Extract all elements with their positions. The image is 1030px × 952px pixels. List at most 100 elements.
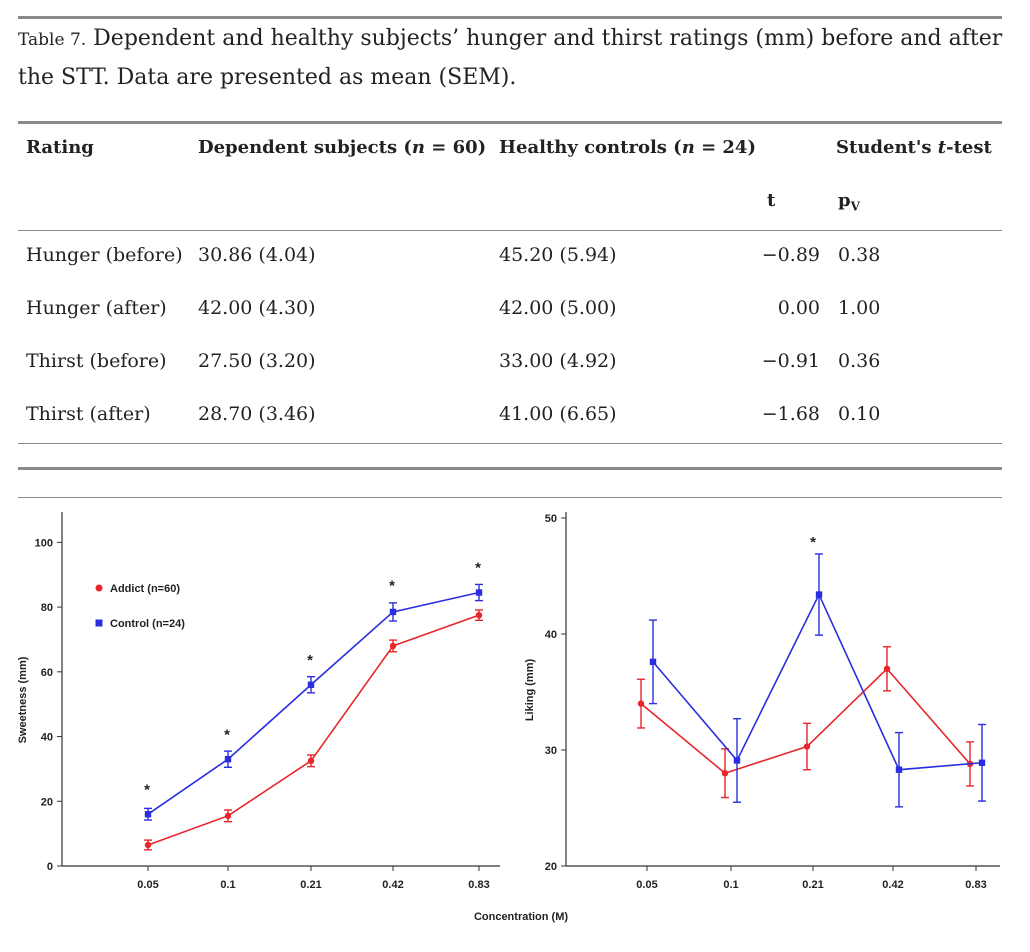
series-line	[147, 614, 480, 846]
table-caption-text: Dependent and healthy subjects’ hunger a…	[18, 26, 1003, 90]
cell-p: 0.10	[838, 403, 881, 425]
header-pv: pV	[838, 190, 860, 214]
data-point	[895, 766, 903, 773]
x-tick-label: 0.42	[882, 879, 903, 891]
y-axis-label: Liking (mm)	[524, 659, 536, 722]
cell-p: 1.00	[838, 297, 881, 319]
cell-p: 0.36	[838, 350, 881, 372]
cell-healthy: 41.00 (6.65)	[499, 403, 617, 425]
cell-dependent: 28.70 (3.46)	[198, 403, 316, 425]
series-control	[649, 553, 986, 808]
data-point	[649, 658, 657, 666]
data-point	[721, 770, 729, 777]
significance-star: *	[224, 726, 230, 743]
header-healthy-label: Healthy controls (	[499, 137, 682, 158]
x-tick-label: 0.05	[137, 879, 158, 891]
cell-t: 0.00	[777, 297, 820, 319]
data-point	[637, 700, 645, 707]
table-caption: Table 7. Dependent and healthy subjects’…	[18, 20, 1008, 97]
legend-marker-addict	[95, 584, 103, 592]
data-point	[883, 665, 891, 672]
header-pv-sub: V	[850, 199, 860, 214]
legend-label: Control (n=24)	[110, 618, 185, 630]
data-point	[475, 589, 483, 596]
header-healthy-tail: = 24)	[694, 137, 756, 158]
x-tick-label: 0.1	[220, 879, 235, 891]
data-point	[978, 759, 986, 766]
header-healthy-n: n	[681, 137, 695, 158]
data-point	[815, 591, 823, 598]
data-point	[389, 608, 397, 616]
series-control	[144, 583, 483, 821]
y-tick-label: 80	[41, 602, 53, 614]
y-tick-label: 60	[41, 667, 53, 679]
series-line	[652, 592, 983, 771]
cell-t: −1.68	[761, 403, 820, 425]
table-end-rule	[18, 467, 1002, 470]
y-tick-label: 40	[41, 732, 53, 744]
data-point	[307, 757, 315, 765]
header-pv-p: p	[838, 190, 851, 211]
data-point	[803, 743, 811, 750]
series-line	[640, 667, 971, 775]
figure-top-rule	[18, 497, 1002, 498]
cell-rating: Thirst (after)	[26, 403, 151, 425]
legend-label: Addict (n=60)	[110, 583, 180, 595]
data-point	[475, 611, 483, 619]
significance-star: *	[307, 652, 313, 669]
data-point	[389, 642, 397, 650]
significance-star: *	[810, 534, 816, 551]
table-top-rule	[18, 121, 1002, 124]
y-axis-label: Sweetness (mm)	[17, 656, 29, 743]
table-bottom-rule	[18, 443, 1002, 444]
series-addict	[637, 646, 974, 799]
series-line	[147, 591, 480, 815]
y-tick-label: 50	[545, 513, 557, 525]
x-tick-label: 0.21	[300, 879, 321, 891]
data-point	[224, 756, 232, 763]
x-axis-label: Concentration (M)	[474, 911, 568, 923]
legend-marker-control	[95, 619, 103, 627]
y-tick-label: 0	[47, 861, 53, 873]
significance-star: *	[389, 577, 395, 594]
y-tick-label: 20	[545, 861, 557, 873]
cell-dependent: 30.86 (4.04)	[198, 244, 316, 266]
header-dependent: Dependent subjects (n = 60)	[198, 137, 486, 158]
data-point	[733, 757, 741, 764]
header-dependent-label: Dependent subjects (	[198, 137, 412, 158]
cell-healthy: 42.00 (5.00)	[499, 297, 617, 319]
header-ttest: Student's t-test	[836, 137, 992, 158]
data-point	[224, 812, 232, 820]
table-header-rule	[18, 230, 1002, 231]
x-tick-label: 0.83	[468, 879, 489, 891]
data-point	[144, 811, 152, 818]
x-tick-label: 0.1	[723, 879, 738, 891]
y-tick-label: 100	[35, 537, 53, 549]
chart-liking: 20 30 40 50 0.05 0.1 0.21 0.42 0.83 Liking (mm) *	[524, 512, 1000, 891]
header-rating: Rating	[26, 137, 94, 158]
cell-healthy: 45.20 (5.94)	[499, 244, 617, 266]
significance-star: *	[144, 781, 150, 798]
significance-star: *	[475, 560, 481, 577]
x-tick-label: 0.42	[382, 879, 403, 891]
data-point	[144, 841, 152, 849]
header-ttest-t: t	[937, 137, 947, 158]
y-tick-label: 40	[545, 629, 557, 641]
header-dependent-tail: = 60)	[424, 137, 487, 158]
cell-t: −0.91	[761, 350, 820, 372]
cell-t: −0.89	[761, 244, 820, 266]
header-dependent-n: n	[411, 137, 425, 158]
chart-sweetness: 0 20 40 60 80 100 0.05 0.1 0.21 0.42 0.83 Sweetness…	[17, 512, 500, 891]
header-ttest-label: Student's	[836, 137, 938, 158]
cell-rating: Thirst (before)	[26, 350, 167, 372]
x-tick-label: 0.05	[636, 879, 657, 891]
header-t: t	[767, 190, 776, 211]
header-ttest-tail: -test	[946, 137, 992, 158]
cell-healthy: 33.00 (4.92)	[499, 350, 617, 372]
chart-legend: Addict (n=60) Control (n=24)	[95, 583, 185, 630]
data-point	[307, 681, 315, 688]
table-caption-label: Table 7.	[18, 30, 87, 50]
x-tick-label: 0.83	[965, 879, 986, 891]
cell-rating: Hunger (after)	[26, 297, 167, 319]
